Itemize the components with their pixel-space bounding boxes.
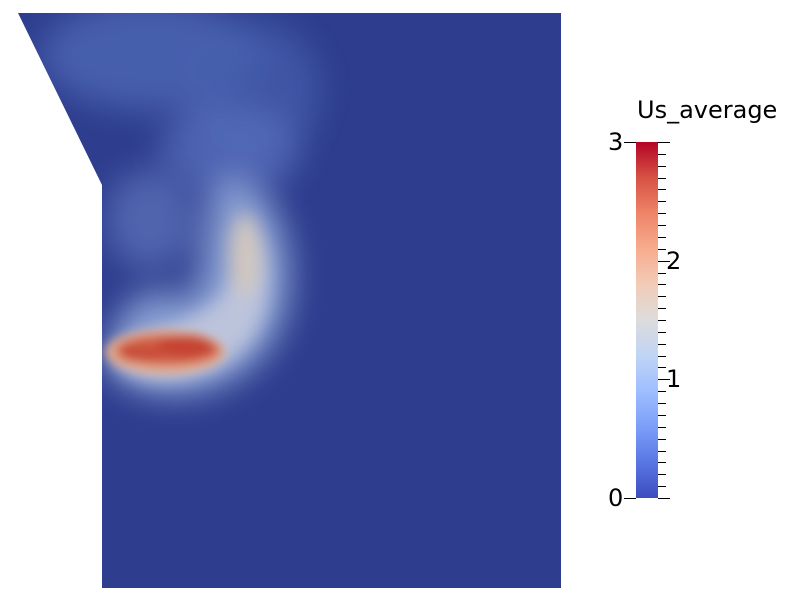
tick-label: 0	[608, 483, 624, 512]
hot-core	[105, 330, 225, 374]
colorbar	[636, 142, 658, 498]
tick-label: 1	[666, 364, 682, 393]
upper-plume	[40, 13, 320, 195]
tick-label: 2	[666, 246, 682, 275]
legend-title: Us_average	[637, 96, 778, 124]
flow-domain	[18, 13, 561, 588]
tick-label: 3	[608, 127, 624, 156]
